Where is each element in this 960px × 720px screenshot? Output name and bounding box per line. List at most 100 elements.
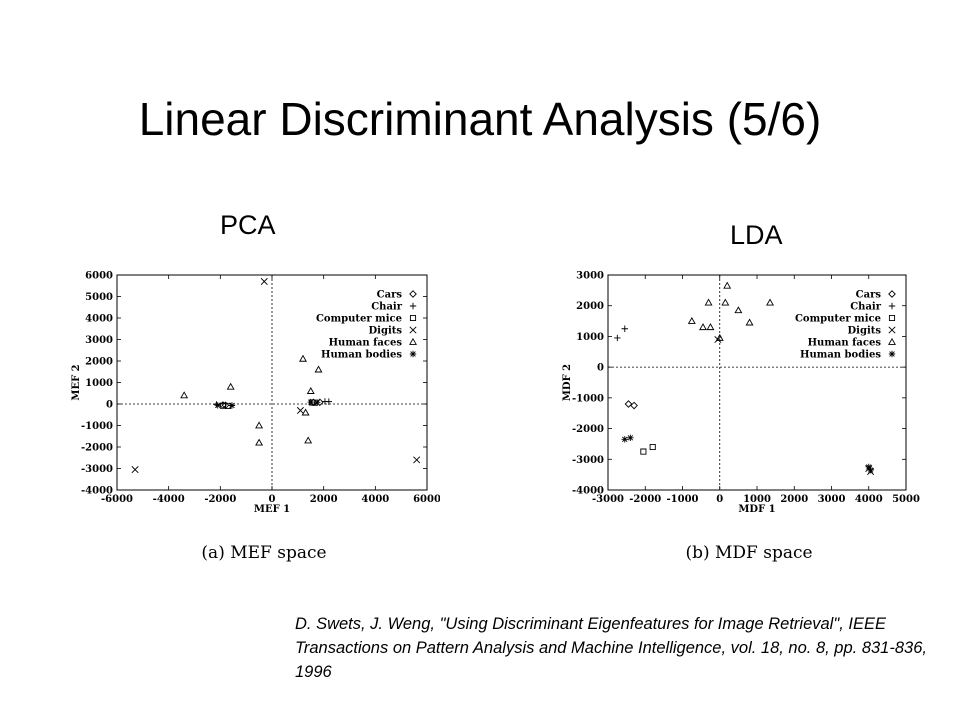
x-axis-label: MDF 1 (738, 504, 775, 515)
human-faces-point (766, 298, 775, 306)
x-tick-label: -1000 (667, 494, 699, 505)
legend-marker (409, 337, 417, 345)
legend-marker (409, 290, 417, 298)
y-tick-label: 0 (106, 400, 113, 411)
human-faces-point (180, 391, 189, 399)
legend-marker (888, 326, 896, 334)
chair-point (621, 325, 628, 332)
human-bodies-point (314, 399, 321, 406)
y-axis-label: MDF 2 (562, 364, 573, 401)
human-faces-point (715, 333, 724, 341)
y-tick-label: -3000 (81, 464, 113, 475)
legend-marker (409, 350, 417, 358)
y-tick-label: 1000 (85, 378, 113, 389)
x-tick-label: 5000 (892, 494, 920, 505)
y-tick-label: 5000 (85, 292, 113, 303)
x-axis-label: MEF 1 (254, 504, 290, 515)
legend-entry: Human bodies (800, 350, 881, 361)
legend-marker (888, 337, 896, 345)
mdf-scatter-plot: -3000 -2000 -1000 0 1000 2000 3000 4000 5000 -400… (562, 271, 920, 564)
legend-entry: Chair (850, 302, 882, 313)
human-faces-point (699, 323, 707, 331)
computer-mice-point (225, 402, 232, 409)
y-tick-label: -2000 (572, 424, 604, 435)
y-tick-label: 2000 (85, 357, 113, 368)
human-bodies-point (228, 402, 236, 409)
cars-point (630, 401, 638, 410)
citation: D. Swets, J. Weng, "Using Discriminant E… (295, 615, 927, 681)
legend-entry: Digits (847, 326, 881, 337)
x-tick-label: 1000 (743, 494, 771, 505)
y-axis-label: MEF 2 (71, 364, 82, 400)
x-tick-label: -2000 (204, 494, 236, 505)
plot-caption: (a) MEF space (201, 543, 326, 563)
human-faces-point (304, 436, 313, 444)
legend-entry: Human bodies (321, 350, 402, 361)
human-faces-point (255, 421, 264, 429)
human-bodies-point (307, 398, 314, 406)
legend-entry: Cars (856, 290, 882, 301)
x-tick-label: 2000 (310, 494, 338, 505)
legend-marker (409, 302, 417, 310)
x-tick-label: 0 (716, 494, 723, 505)
human-faces-point (301, 408, 310, 416)
y-tick-label: -4000 (81, 486, 113, 497)
legend-marker (888, 302, 896, 310)
y-tick-label: 3000 (85, 335, 113, 346)
computer-mice-point (640, 448, 647, 455)
x-tick-label: 2000 (780, 494, 808, 505)
human-faces-point (255, 438, 264, 446)
human-faces-point (226, 382, 235, 390)
human-bodies-point (214, 402, 221, 409)
mef-scatter-plot: -6000 -4000 -2000 0 2000 4000 6000-4000-3000-2… (71, 271, 440, 564)
legend-entry: Human faces (808, 338, 882, 349)
x-tick-label: 3000 (818, 494, 846, 505)
human-bodies-point (865, 463, 872, 471)
y-tick-label: -4000 (572, 486, 604, 497)
chair-point (614, 334, 621, 342)
y-tick-label: 4000 (85, 314, 113, 325)
digits-point (413, 456, 421, 464)
legend-entry: Digits (368, 326, 402, 337)
plot-caption: (b) MDF space (685, 543, 812, 563)
legend-entry: Computer mice (316, 314, 402, 325)
digits-point (714, 335, 722, 344)
x-tick-label: 0 (269, 494, 276, 505)
legend-marker (888, 314, 896, 322)
legend-entry: Human faces (329, 338, 403, 349)
computer-mice-point (649, 443, 656, 451)
y-tick-label: -1000 (81, 421, 113, 432)
human-bodies-point (621, 436, 628, 443)
human-faces-point (745, 318, 754, 326)
x-tick-label: 4000 (855, 494, 883, 505)
human-faces-point (721, 298, 730, 306)
human-faces-point (734, 306, 743, 314)
legend-entry: Chair (371, 302, 403, 313)
y-tick-label: -2000 (81, 443, 113, 454)
human-faces-point (704, 298, 713, 306)
y-tick-label: -3000 (572, 455, 604, 466)
legend-marker (888, 350, 896, 358)
digits-point (260, 277, 268, 285)
x-tick-label: -2000 (629, 494, 661, 505)
human-bodies-point (867, 466, 874, 474)
y-tick-label: 0 (597, 363, 604, 374)
human-faces-point (314, 365, 323, 373)
human-faces-point (687, 316, 696, 324)
slide-title: Linear Discriminant Analysis (5/6) (138, 93, 822, 145)
x-tick-label: -4000 (153, 494, 185, 505)
human-bodies-point (627, 434, 634, 441)
y-tick-label: 1000 (576, 332, 604, 343)
y-tick-label: 3000 (576, 271, 604, 282)
y-tick-label: 6000 (85, 271, 113, 282)
x-tick-label: -3000 (592, 494, 624, 505)
human-faces-point (299, 354, 307, 362)
legend-marker (409, 314, 417, 322)
y-tick-label: 2000 (576, 301, 604, 312)
x-tick-label: -6000 (101, 494, 133, 505)
cars-point (624, 400, 633, 408)
legend-entry: Computer mice (795, 314, 881, 325)
digits-point (296, 406, 304, 414)
y-tick-label: -1000 (572, 393, 604, 404)
lda-label: LDA (730, 220, 783, 250)
